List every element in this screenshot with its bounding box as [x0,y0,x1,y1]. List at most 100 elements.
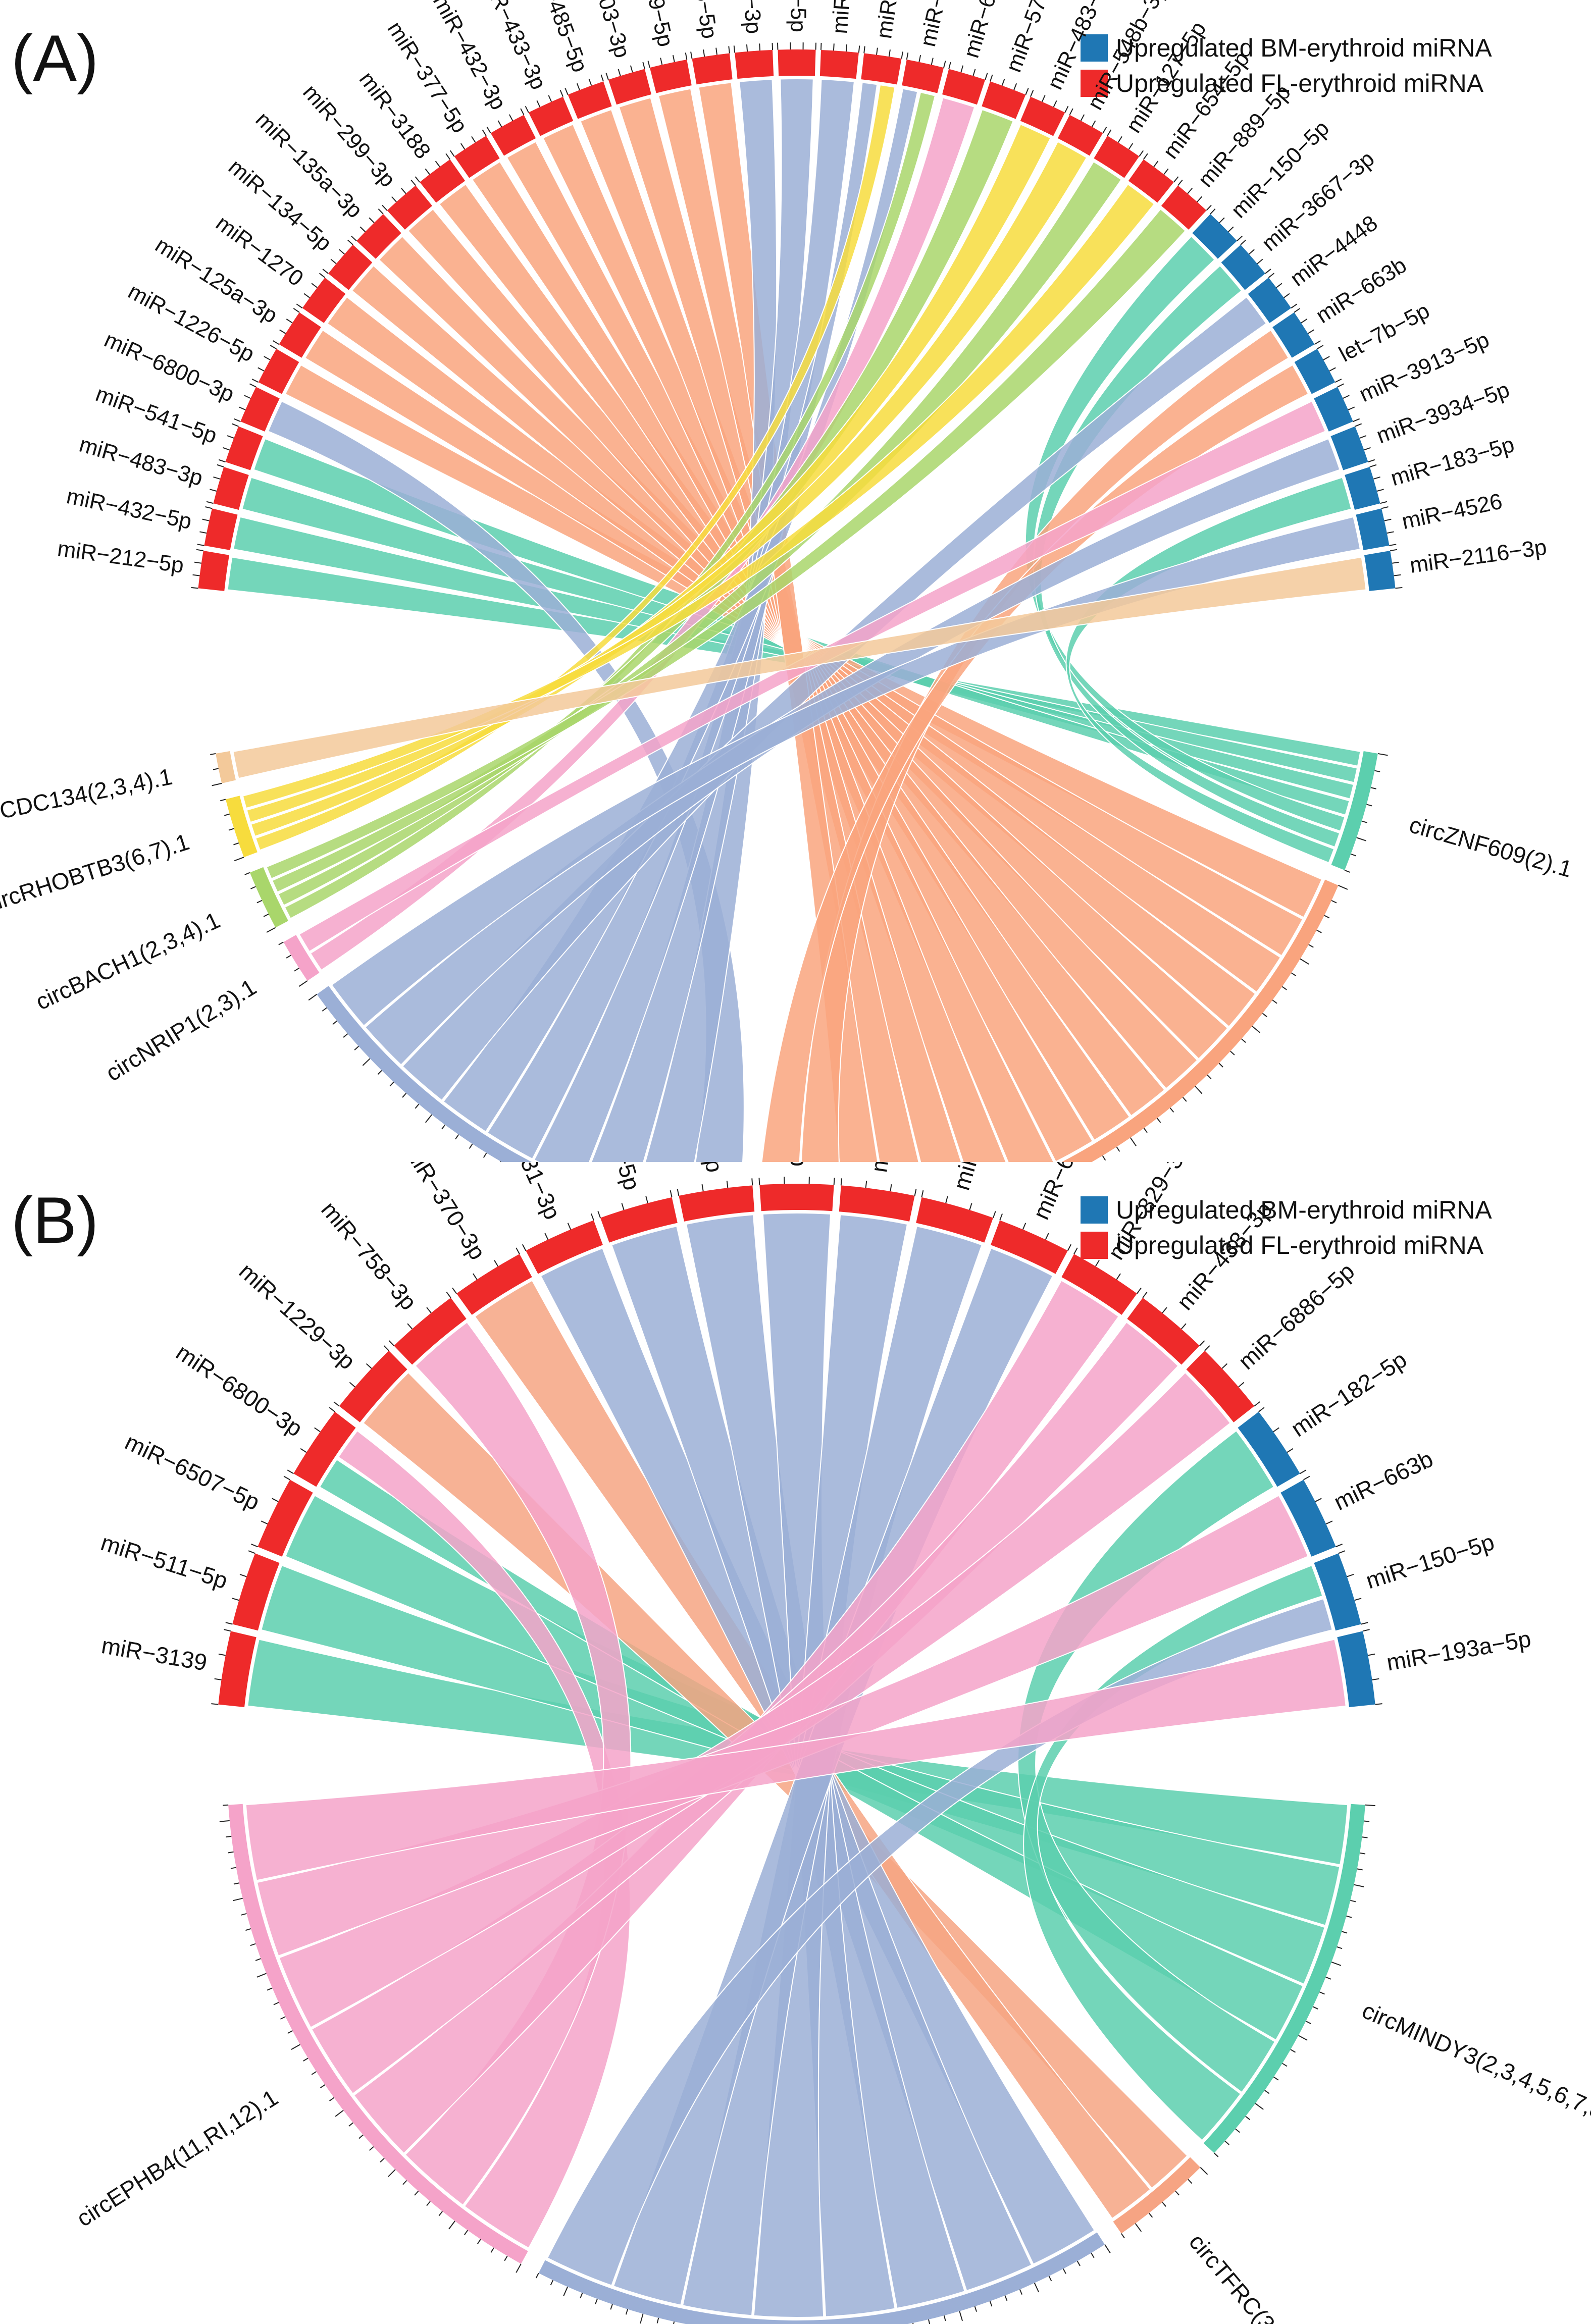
axis-tick [319,273,326,278]
link-mir-6800-3p-to-circephb4-11-ri-12-1 [337,1430,631,2249]
axis-tick [1369,464,1377,467]
axis-tick [1387,531,1394,534]
axis-tick [1300,1469,1307,1474]
axis-tick [329,2097,335,2101]
circrna-sector-circals2-4-1 [317,986,532,1162]
mirna-label: miR−9−5p [632,0,678,49]
axis-tick [380,2157,385,2162]
axis-tick [943,2315,946,2321]
axis-tick [415,176,420,183]
mirna-label: miR−432−5p [64,484,194,534]
axis-tick [339,249,345,255]
axis-tick [1390,549,1398,551]
axis-tick [520,108,525,116]
axis-tick [267,1987,273,1991]
axis-tick [238,406,246,410]
axis-tick [1380,501,1388,504]
axis-tick [210,489,217,492]
axis-tick [640,2313,644,2324]
axis-tick [202,518,210,521]
axis-tick [1276,283,1282,288]
axis-tick [1181,1323,1187,1330]
axis-tick [1019,2289,1023,2295]
axis-tick [303,293,310,298]
axis-tick [621,1203,625,1210]
mirna-sector-mir-541-5p [225,426,263,470]
axis-tick [567,1223,572,1230]
link-mir-6501-5p-to-circrhobtb3-6-7-1 [254,84,896,851]
axis-tick [1298,2035,1308,2041]
axis-tick [1241,1038,1246,1043]
axis-tick [298,980,308,987]
axis-tick [279,329,286,334]
axis-tick [1336,1544,1343,1548]
axis-tick [1117,136,1122,143]
axis-tick [1102,127,1107,134]
axis-tick [425,168,430,175]
mirna-sector-mir-299-3p [387,185,433,230]
axis-tick [1338,885,1348,890]
mirna-sector-mir-432-5p [759,1184,834,1211]
axis-tick [232,1598,239,1601]
links [227,78,1367,1162]
axis-tick [486,127,491,134]
circrna-sector-circccdc134-2-3-4-1 [216,751,236,783]
axis-tick [435,161,440,167]
axis-tick [293,308,300,313]
axis-tick [1207,1074,1212,1080]
mirna-label: miR−3139 [99,1632,209,1676]
axis-tick [1067,1244,1072,1251]
axis-tick [449,150,455,157]
axis-tick [1153,161,1159,167]
mirna-sector-mir-432-3p [490,115,536,156]
axis-tick [1348,406,1355,410]
axis-tick [228,828,234,831]
axis-tick [213,476,221,480]
mirna-label: miR−511−5p [98,1529,231,1594]
circrna-label: circEPHB4(11,RI,12).1 [72,2084,282,2232]
axis-tick [239,1573,247,1577]
axis-tick [535,2273,539,2279]
axis-tick [525,105,529,113]
axis-tick [1238,1382,1245,1388]
axis-tick [1175,2190,1179,2196]
axis-tick [1376,489,1384,492]
axis-tick [1252,1026,1261,1033]
axis-tick [1350,1899,1356,1903]
axis-tick [388,2169,396,2177]
axis-tick [522,1244,527,1251]
circrna-sector-circrhobtb3-6-7-1 [225,796,258,858]
sector-tracks [211,1177,1382,2324]
axis-tick [1351,853,1357,857]
axis-tick [1230,1050,1235,1055]
legend-swatch-fl [1081,1232,1108,1259]
axis-tick [906,52,909,60]
axis-tick [438,2211,443,2216]
circrna-label: circTFRC(3,4).1 [1184,2229,1310,2324]
axis-tick [296,303,303,309]
legend: Upregulated BM-erythroid miRNA Upregulat… [1081,30,1492,101]
axis-tick [244,872,250,875]
axis-tick [1317,345,1324,350]
axis-tick [294,967,299,972]
axis-tick [426,1307,432,1313]
mirna-sector-mir-2116-3p [1364,551,1396,591]
axis-tick [1354,1884,1364,1887]
axis-tick [1045,1233,1049,1240]
axis-tick [349,1382,355,1388]
axis-tick [348,2122,353,2127]
axis-tick [230,1867,236,1869]
link-mir-548b-3p-to-circrhobtb3-6-7-1 [246,141,1088,823]
axis-tick [402,2180,407,2185]
mirna-sector-mir-663b [1272,312,1315,358]
axis-tick [1210,208,1216,215]
axis-tick [726,1181,729,1188]
axis-tick [1025,88,1029,95]
link-mir-663b-to-circephb4-11-ri-12-1 [256,1495,1309,1957]
mirna-sector-mir-663b [1280,1480,1336,1557]
axis-tick [921,1190,924,1198]
axis-tick [1291,303,1298,309]
axis-tick [407,1323,413,1330]
circrna-sector-circbach1-2-3-4-1 [249,867,288,928]
legend-item-fl: Upregulated FL-erythroid miRNA [1081,1228,1492,1263]
